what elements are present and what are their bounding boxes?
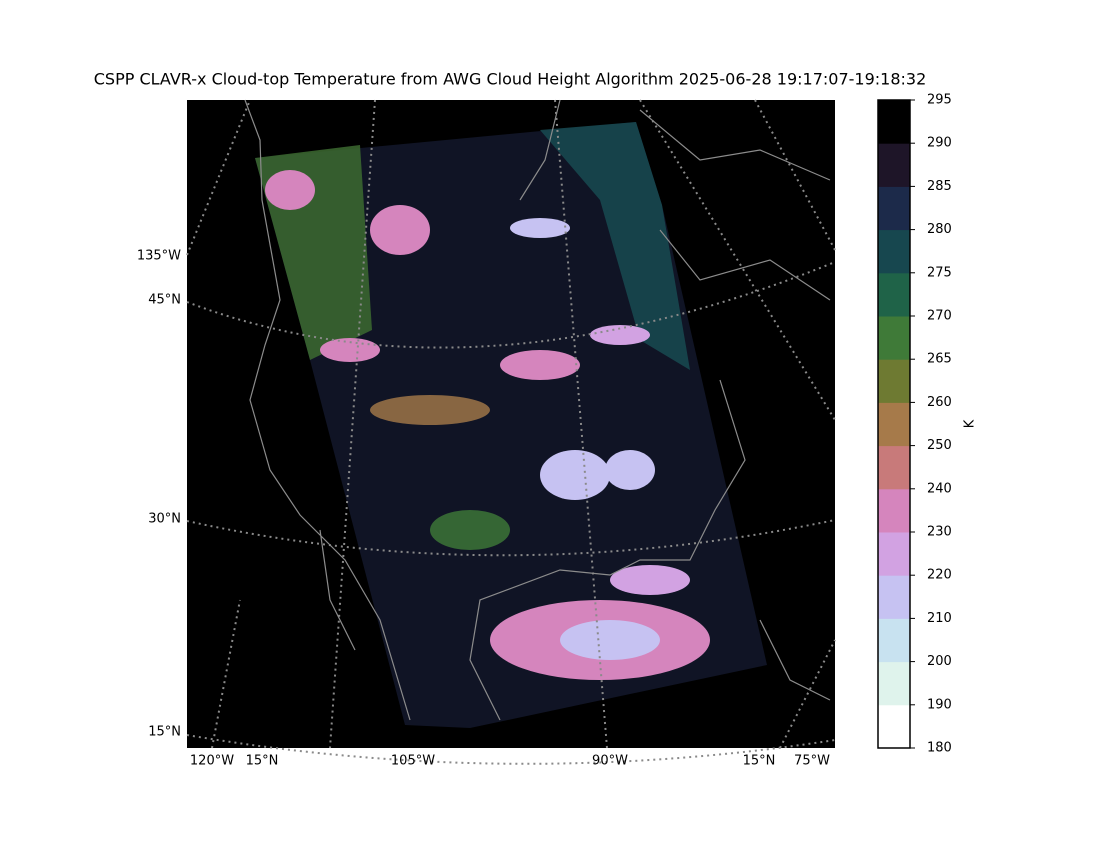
colorbar-segment [878,100,910,144]
lat-label: 15°N [148,725,181,740]
colorbar-segment [878,316,910,360]
colorbar-tick-label: 200 [927,654,952,669]
colorbar-segment [878,143,910,187]
colorbar-label: K [963,419,978,428]
colorbar-frame [877,99,911,749]
lat-label: 45°N [148,293,181,308]
colorbar-segment [878,488,910,533]
lat-label: 30°N [148,512,181,527]
lon-label: 120°W [190,754,234,769]
colorbar-tick-label: 270 [927,309,952,324]
lat-label: 15°N [246,754,279,769]
colorbar-tick-label: 265 [927,352,952,367]
colorbar-tick-label: 250 [927,438,952,453]
colorbar-segment [878,229,910,274]
colorbar-tick-label: 230 [927,525,952,540]
colorbar-tick-label: 180 [927,741,952,756]
lon-label: 105°W [391,754,435,769]
colorbar-tick-label: 285 [927,179,952,194]
colorbar-tick-label: 210 [927,611,952,626]
colorbar-tick-label: 260 [927,395,952,410]
colorbar-segment [878,618,910,663]
title: CSPP CLAVR-x Cloud-top Temperature from … [94,70,927,89]
colorbar-segment [878,445,910,490]
colorbar-tick-label: 220 [927,568,952,583]
colorbar-tick-label: 240 [927,481,952,496]
lon-label: 90°W [592,754,628,769]
colorbar-segment [878,661,910,706]
colorbar-tick-label: 190 [927,697,952,712]
colorbar-tick-label: 275 [927,265,952,280]
colorbar-tick-label: 295 [927,93,952,108]
colorbar-segment [878,186,910,231]
colorbar-segment [878,575,910,619]
colorbar-segment [878,532,910,576]
colorbar-segment [878,272,910,317]
colorbar-tick-label: 280 [927,222,952,237]
lon-label: 135°W [137,249,181,264]
lat-label: 15°N [743,754,776,769]
lon-label: 75°W [794,754,830,769]
colorbar: 180 190 200 210 220 230 240 250 260 265 270 275 280 2… [877,93,952,756]
map [186,99,836,765]
colorbar-segment [878,704,910,749]
colorbar-tick-label: 290 [927,136,952,151]
colorbar-segment [878,359,910,403]
colorbar-segment [878,402,910,447]
